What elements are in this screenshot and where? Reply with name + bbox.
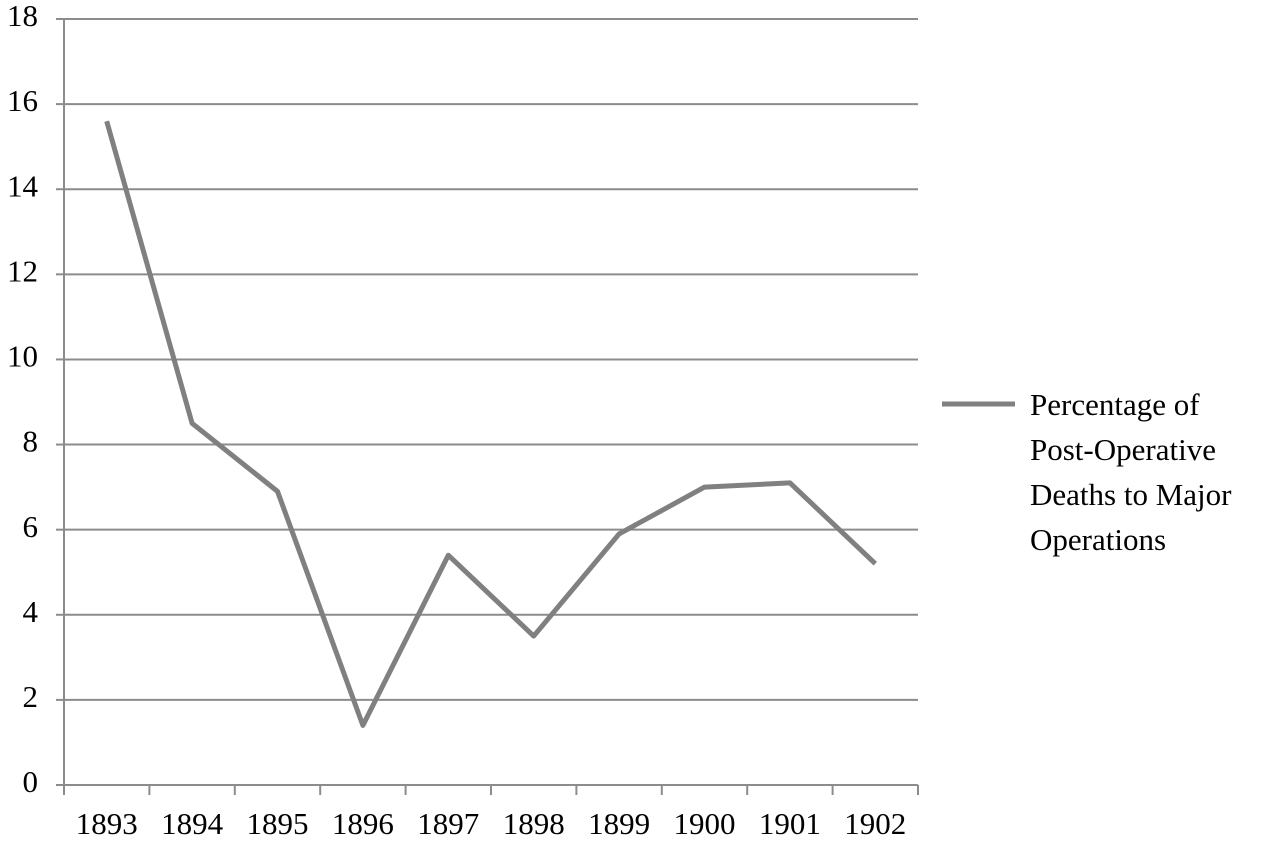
x-tick-label: 1894 — [161, 806, 224, 841]
x-tick-label: 1895 — [247, 806, 309, 841]
y-tick-label: 2 — [23, 679, 39, 714]
y-tick-label: 14 — [7, 168, 39, 203]
y-tick-label: 4 — [23, 594, 39, 629]
y-tick-label: 6 — [23, 509, 39, 544]
x-tick-label: 1896 — [332, 806, 394, 841]
y-tick-label: 0 — [23, 764, 39, 799]
x-tick-label: 1898 — [503, 806, 565, 841]
legend-label: Percentage of Post-Operative Deaths to M… — [1030, 387, 1232, 557]
y-tick-label: 10 — [7, 339, 38, 374]
y-tick-label: 8 — [23, 424, 39, 459]
x-tick-label: 1893 — [76, 806, 138, 841]
line — [104, 120, 878, 728]
y-tick-label: 16 — [7, 83, 38, 118]
x-tick-label: 1902 — [844, 806, 906, 841]
y-tick-label: 12 — [7, 253, 38, 288]
x-tick-label: 1899 — [588, 806, 650, 841]
x-tick-label: 1901 — [759, 806, 821, 841]
y-tick-label: 18 — [7, 0, 38, 33]
x-tick-label: 1900 — [674, 806, 736, 841]
x-tick-label: 1897 — [417, 806, 479, 841]
